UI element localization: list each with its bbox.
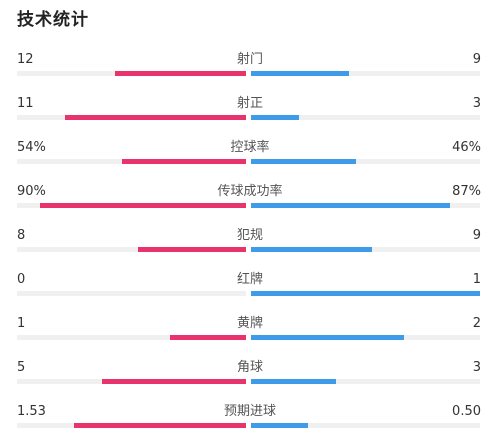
home-value: 1 [17, 316, 26, 331]
away-bar [251, 115, 300, 120]
home-bar-track [17, 423, 246, 428]
away-bar-track [251, 335, 480, 340]
away-value: 3 [472, 96, 481, 111]
stat-row-shots: 12 射门 9 [0, 43, 500, 87]
home-bar [138, 247, 246, 252]
stat-label: 射正 [236, 96, 263, 111]
home-value: 54% [17, 140, 46, 155]
home-value: 90% [17, 184, 46, 199]
stat-row-red-cards: 0 红牌 1 [0, 263, 500, 307]
stat-label: 红牌 [236, 272, 263, 287]
home-bar-track [17, 335, 246, 340]
home-bar [115, 71, 246, 76]
away-bar [251, 423, 309, 428]
stat-label: 黄牌 [236, 316, 263, 331]
away-value: 9 [472, 228, 481, 243]
away-value: 0.50 [452, 404, 481, 419]
stat-row-corners: 5 角球 3 [0, 351, 500, 395]
away-value: 1 [472, 272, 481, 287]
stat-label: 预期进球 [223, 404, 276, 419]
stats-list: 12 射门 9 11 射正 3 54% 控球率 46% 90% 传球成功率 87… [0, 43, 500, 439]
away-bar-track [251, 379, 480, 384]
home-value: 1.53 [17, 404, 46, 419]
away-bar [251, 159, 357, 164]
home-bar-track [17, 159, 246, 164]
stat-row-shots-on-target: 11 射正 3 [0, 87, 500, 131]
stat-row-possession: 54% 控球率 46% [0, 131, 500, 175]
stat-label: 传球成功率 [217, 184, 283, 199]
home-bar [39, 203, 246, 208]
away-bar-track [251, 291, 480, 296]
home-bar-track [17, 291, 246, 296]
home-value: 0 [17, 272, 26, 287]
home-bar [65, 115, 246, 120]
stat-label: 角球 [236, 360, 263, 375]
away-bar-track [251, 115, 480, 120]
home-bar-track [17, 71, 246, 76]
away-value: 46% [452, 140, 481, 155]
home-bar-track [17, 203, 246, 208]
home-value: 8 [17, 228, 26, 243]
home-value: 5 [17, 360, 26, 375]
away-bar [251, 203, 451, 208]
stat-label: 射门 [236, 52, 263, 67]
stat-label: 控球率 [230, 140, 270, 155]
home-bar-track [17, 379, 246, 384]
away-bar [251, 71, 350, 76]
page-title: 技术统计 [17, 10, 89, 30]
home-bar-track [17, 247, 246, 252]
stat-row-expected-goals: 1.53 预期进球 0.50 [0, 395, 500, 439]
home-bar-track [17, 115, 246, 120]
stat-label: 犯规 [236, 228, 263, 243]
away-bar [251, 247, 373, 252]
away-bar [251, 379, 336, 384]
away-value: 2 [472, 316, 481, 331]
away-bar-track [251, 203, 480, 208]
home-bar [122, 159, 246, 164]
home-bar [170, 335, 246, 340]
home-bar [101, 379, 246, 384]
away-value: 3 [472, 360, 481, 375]
away-bar-track [251, 159, 480, 164]
away-bar [251, 335, 405, 340]
away-bar-track [251, 423, 480, 428]
stat-row-pass-accuracy: 90% 传球成功率 87% [0, 175, 500, 219]
stat-row-fouls: 8 犯规 9 [0, 219, 500, 263]
away-bar-track [251, 71, 480, 76]
away-bar [251, 291, 480, 296]
away-value: 9 [472, 52, 481, 67]
away-bar-track [251, 247, 480, 252]
home-value: 12 [17, 52, 34, 67]
away-value: 87% [452, 184, 481, 199]
stat-row-yellow-cards: 1 黄牌 2 [0, 307, 500, 351]
home-value: 11 [17, 96, 34, 111]
home-bar [74, 423, 246, 428]
